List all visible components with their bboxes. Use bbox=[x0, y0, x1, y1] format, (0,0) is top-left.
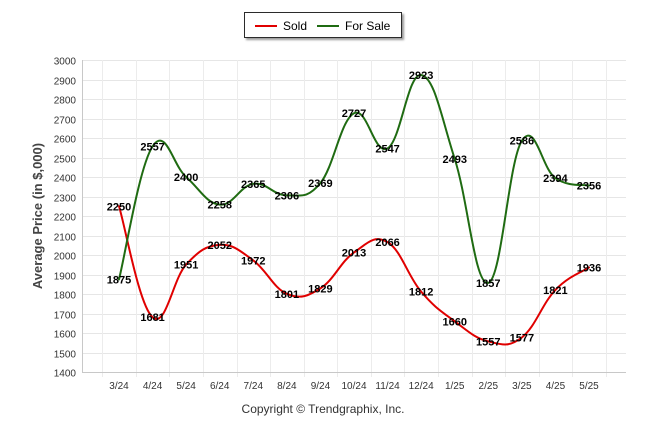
data-label-for-sale: 2923 bbox=[409, 70, 433, 82]
series-line-sold bbox=[118, 205, 590, 346]
data-label-sold: 1681 bbox=[140, 312, 164, 324]
data-label-sold: 2066 bbox=[375, 237, 399, 249]
x-tick-label: 4/25 bbox=[546, 381, 566, 392]
data-label-sold: 2250 bbox=[107, 201, 131, 213]
data-label-for-sale: 2356 bbox=[577, 181, 601, 193]
x-tick-label: 12/24 bbox=[409, 381, 434, 392]
y-tick-label: 2400 bbox=[54, 174, 77, 185]
y-tick-label: 1500 bbox=[54, 350, 77, 361]
x-tick-label: 1/25 bbox=[445, 381, 465, 392]
y-tick-label: 2100 bbox=[54, 233, 77, 244]
x-tick-label: 9/24 bbox=[311, 381, 331, 392]
data-label-sold: 1936 bbox=[577, 262, 601, 274]
legend-label-sold: Sold bbox=[283, 19, 308, 33]
sold-swatch bbox=[255, 25, 277, 27]
data-label-sold: 1660 bbox=[442, 316, 466, 328]
x-tick-label: 10/24 bbox=[341, 381, 366, 392]
x-tick-label: 4/24 bbox=[143, 381, 163, 392]
data-label-sold: 1829 bbox=[308, 283, 332, 295]
y-tick-label: 2300 bbox=[54, 194, 77, 205]
y-tick-label: 3000 bbox=[54, 57, 77, 68]
data-labels: 2250 1681 1951 2052 1972 1801 1829 2013 2066 1812… bbox=[107, 70, 601, 348]
data-label-sold: 1557 bbox=[476, 336, 500, 348]
x-tick-label: 3/24 bbox=[109, 381, 129, 392]
x-tick-label: 2/25 bbox=[479, 381, 499, 392]
x-tick-label: 5/24 bbox=[176, 381, 196, 392]
data-label-sold: 1577 bbox=[510, 332, 534, 344]
y-tick-label: 1700 bbox=[54, 311, 77, 322]
data-label-sold: 1972 bbox=[241, 255, 265, 267]
y-tick-label: 2700 bbox=[54, 116, 77, 127]
data-label-sold: 1812 bbox=[409, 287, 433, 299]
y-tick-label: 2800 bbox=[54, 96, 77, 107]
y-tick-label: 2200 bbox=[54, 213, 77, 224]
legend-item-for-sale[interactable]: For Sale bbox=[317, 18, 390, 34]
copyright-text: Copyright © Trendgraphix, Inc. bbox=[241, 402, 405, 416]
data-label-sold: 1951 bbox=[174, 260, 198, 272]
data-label-for-sale: 1875 bbox=[107, 274, 131, 286]
x-tick-label: 8/24 bbox=[277, 381, 297, 392]
x-tick-labels: 3/24 4/24 5/24 6/24 7/24 8/24 9/24 10/24 11/24 12… bbox=[109, 381, 599, 392]
data-label-for-sale: 2493 bbox=[442, 154, 466, 166]
data-label-sold: 1821 bbox=[543, 285, 567, 297]
x-tick-label: 11/24 bbox=[375, 381, 400, 392]
data-label-for-sale: 2727 bbox=[342, 108, 366, 120]
data-label-sold: 2052 bbox=[207, 240, 231, 252]
data-label-for-sale: 2586 bbox=[510, 136, 534, 148]
data-label-for-sale: 2369 bbox=[308, 178, 332, 190]
data-label-for-sale: 2258 bbox=[207, 200, 231, 212]
x-tick-label: 7/24 bbox=[244, 381, 264, 392]
data-label-for-sale: 2400 bbox=[174, 172, 198, 184]
x-tick-label: 5/25 bbox=[579, 381, 599, 392]
data-label-for-sale: 2365 bbox=[241, 179, 265, 191]
for-sale-swatch bbox=[317, 25, 339, 27]
y-tick-label: 1600 bbox=[54, 330, 77, 341]
grid-lines bbox=[82, 60, 626, 377]
x-tick-label: 3/25 bbox=[512, 381, 532, 392]
y-tick-labels: 1400 1500 1600 1700 1800 1900 2000 2100 2200 2300… bbox=[54, 57, 77, 380]
y-tick-label: 2500 bbox=[54, 155, 77, 166]
legend-item-sold[interactable]: Sold bbox=[255, 18, 307, 34]
y-tick-label: 2900 bbox=[54, 77, 77, 88]
data-label-for-sale: 2547 bbox=[375, 143, 399, 155]
x-tick-label: 6/24 bbox=[210, 381, 230, 392]
data-label-sold: 2013 bbox=[342, 247, 366, 259]
data-label-for-sale: 2557 bbox=[140, 141, 164, 153]
y-tick-label: 2600 bbox=[54, 135, 77, 146]
legend-label-for-sale: For Sale bbox=[345, 19, 391, 33]
legend: Sold For Sale bbox=[244, 12, 402, 38]
y-tick-label: 1800 bbox=[54, 291, 77, 302]
data-label-sold: 1801 bbox=[275, 289, 299, 301]
series-lines bbox=[118, 74, 590, 346]
y-tick-label: 1900 bbox=[54, 272, 77, 283]
axes bbox=[82, 60, 626, 373]
series-line-for-sale bbox=[118, 74, 590, 284]
y-axis-label: Average Price (in $,000) bbox=[30, 143, 45, 289]
data-label-for-sale: 2394 bbox=[543, 173, 568, 185]
y-tick-label: 2000 bbox=[54, 252, 77, 263]
data-label-for-sale: 1857 bbox=[476, 278, 500, 290]
y-tick-label: 1400 bbox=[54, 369, 77, 380]
data-label-for-sale: 2306 bbox=[275, 190, 299, 202]
